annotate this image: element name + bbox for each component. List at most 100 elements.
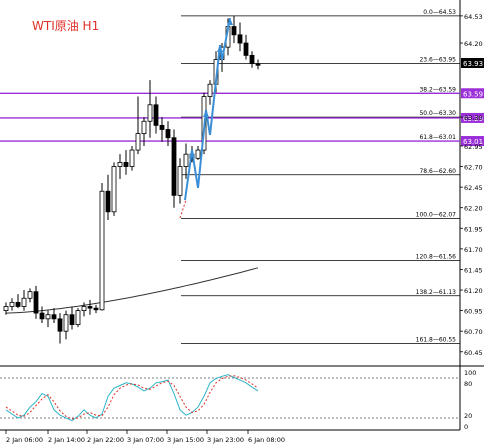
candle-body: [243, 42, 249, 56]
candle-body: [45, 314, 51, 320]
price-axis-label: 63.30: [464, 114, 483, 122]
time-axis-label: 3 Jan 15:00: [167, 436, 204, 444]
price-axis-label: 62.70: [464, 164, 483, 172]
current-price-tag: 63.93: [461, 58, 484, 68]
fib-level-label: 78.6—62.60: [419, 168, 456, 175]
candle-body: [105, 190, 111, 213]
candle-body: [93, 307, 99, 311]
price-axis-label: 60.95: [464, 308, 483, 316]
stoch-main-line: [5, 374, 259, 422]
candle-body: [153, 104, 159, 126]
candle-body: [9, 301, 15, 307]
candle-body: [141, 120, 147, 135]
price-axis-label: 64.53: [464, 13, 483, 21]
horizontal-levels[interactable]: 63.59 63.29 63.01: [0, 88, 484, 147]
time-axis-label: 2 Jan 06:00: [6, 436, 43, 444]
symbol-title: WTI原油 H1: [32, 19, 99, 33]
trend-arrow-segment: [209, 44, 221, 136]
fib-level-label: 61.8—63.01: [419, 134, 456, 141]
purple-level-tag: [461, 112, 484, 123]
candle-body: [63, 314, 69, 332]
current-price-value: 63.93: [463, 60, 483, 68]
stochastic-axis: 100 80 20 0: [464, 369, 476, 431]
candle-body: [15, 301, 21, 307]
time-axis-label: 2 Jan 14:00: [48, 436, 85, 444]
candle-body: [39, 312, 45, 320]
candle-body: [159, 124, 165, 130]
fib-level-label: 23.6—63.95: [419, 57, 456, 64]
price-axis-label: 60.45: [464, 349, 483, 357]
candle-body: [135, 133, 141, 151]
fib-level-label: 100.0—62.07: [416, 211, 457, 218]
time-axis-label: 6 Jan 08:00: [248, 436, 285, 444]
purple-level-tag: [461, 88, 484, 99]
candlesticks: [3, 15, 261, 344]
candle-body: [87, 306, 93, 309]
time-axis-label: 3 Jan 23:00: [207, 436, 244, 444]
moving-average-line: [5, 267, 259, 314]
fib-level-label: 138.2—61.13: [416, 289, 457, 296]
stoch-axis-label: 100: [464, 369, 476, 377]
candle-body: [123, 162, 129, 167]
candle-body: [129, 149, 135, 167]
trend-arrow-segment: [184, 149, 193, 201]
candle-body: [237, 34, 243, 44]
trend-arrow-head: [227, 18, 233, 25]
purple-level-value: 63.01: [463, 138, 483, 146]
price-axis-label: 62.45: [464, 184, 483, 192]
candle-body: [99, 190, 105, 311]
stoch-signal-line: [5, 375, 259, 420]
candle-body: [195, 149, 201, 159]
purple-level-tag: [461, 136, 484, 147]
candle-body: [177, 166, 183, 196]
price-axis-label: 62.20: [464, 205, 483, 213]
candle-body: [51, 314, 57, 320]
time-axis: 2 Jan 06:00 2 Jan 14:00 2 Jan 22:00 3 Jan 0…: [5, 430, 285, 444]
candle-body: [207, 83, 213, 97]
stoch-axis-label: 20: [464, 412, 472, 420]
fib-level-label: 161.8—60.55: [416, 337, 457, 344]
trend-arrow-segment: [197, 109, 207, 189]
candle-body: [147, 104, 153, 122]
stochastic-oscillator: [0, 374, 460, 422]
fib-level-label: 50.0—63.30: [419, 110, 456, 117]
red-dashed-segment: [179, 199, 187, 219]
candle-body: [75, 310, 81, 325]
price-axis-label: 60.70: [464, 328, 483, 336]
candle-body: [249, 54, 255, 65]
trend-arrows-drawing[interactable]: [179, 17, 233, 219]
candle-body: [21, 297, 27, 307]
candle-body: [69, 314, 75, 325]
fib-level-label: 120.8—61.56: [416, 253, 457, 260]
candle-body: [27, 291, 33, 299]
fib-level-label: 0.0—64.53: [423, 9, 456, 16]
price-axis-label: 61.45: [464, 266, 483, 274]
price-axis-label: 64.20: [464, 40, 483, 48]
candle-body: [81, 306, 87, 312]
price-axis: 64.53 64.20 63.30 62.95 62.70 62.45 62.20 61.95…: [460, 13, 483, 357]
candle-body: [231, 26, 237, 36]
trend-arrow-segment: [205, 109, 211, 136]
trend-arrow-segment: [191, 149, 199, 189]
stoch-axis-label: 80: [464, 380, 472, 388]
purple-level-value: 63.29: [463, 115, 483, 123]
fib-level-label: 38.2—63.59: [419, 86, 456, 93]
candle-body: [3, 306, 9, 312]
purple-level-value: 63.59: [463, 90, 483, 98]
price-axis-label: 61.95: [464, 225, 483, 233]
candle-body: [33, 291, 39, 314]
price-axis-label: 61.70: [464, 246, 483, 254]
time-axis-label: 3 Jan 07:00: [127, 436, 164, 444]
candle-body: [255, 63, 261, 66]
price-axis-label: 61.20: [464, 287, 483, 295]
candle-body: [165, 129, 171, 139]
time-axis-label: 2 Jan 22:00: [87, 436, 124, 444]
candle-body: [171, 137, 177, 196]
candle-body: [183, 153, 189, 167]
candle-body: [111, 166, 117, 213]
stoch-axis-label: 0: [464, 423, 468, 431]
price-axis-label: 62.95: [464, 143, 483, 151]
candle-body: [57, 318, 63, 332]
candle-body: [117, 162, 123, 167]
